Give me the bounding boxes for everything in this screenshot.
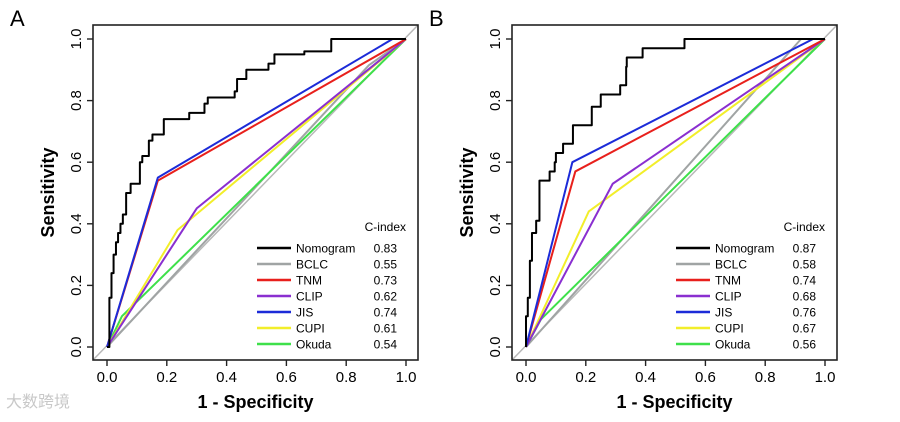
x-tick-label: 0.4 xyxy=(635,369,656,386)
roc-curve-jis xyxy=(106,38,394,348)
roc-curve-okuda xyxy=(525,38,826,348)
legend-cindex: 0.55 xyxy=(374,258,398,272)
legend-cindex: 0.54 xyxy=(374,338,398,352)
legend-title: C-index xyxy=(365,220,406,234)
x-tick-label: 0.6 xyxy=(276,369,297,386)
legend-label: Nomogram xyxy=(715,242,774,256)
roc-curve-cupi xyxy=(106,38,407,348)
legend-cindex: 0.58 xyxy=(793,258,817,272)
legend-label: BCLC xyxy=(715,258,747,272)
legend-label: CUPI xyxy=(296,322,325,336)
y-tick-label: 1.0 xyxy=(487,29,504,50)
legend-label: JIS xyxy=(715,306,732,320)
y-tick-label: 0.6 xyxy=(487,152,504,173)
y-axis-title: Sensitivity xyxy=(457,147,477,237)
legend-label: CUPI xyxy=(715,322,744,336)
legend: C-index Nomogram 0.83 BCLC 0.55 TNM 0.73 CLIP 0.… xyxy=(257,220,406,352)
watermark: 大数跨境 xyxy=(6,392,71,411)
legend-cindex: 0.87 xyxy=(793,242,817,256)
panel-label: B xyxy=(429,6,444,31)
x-axis-title: 1 - Specificity xyxy=(616,392,732,412)
y-tick-label: 0.8 xyxy=(68,90,85,111)
legend-cindex: 0.68 xyxy=(793,290,817,304)
legend-cindex: 0.74 xyxy=(374,306,398,320)
roc-curve-jis xyxy=(525,38,814,348)
legend-cindex: 0.62 xyxy=(374,290,398,304)
legend-cindex: 0.74 xyxy=(793,274,817,288)
legend-label: Okuda xyxy=(715,338,751,352)
y-tick-label: 1.0 xyxy=(68,29,85,50)
x-tick-label: 1.0 xyxy=(396,369,417,386)
x-tick-label: 1.0 xyxy=(815,369,836,386)
y-tick-label: 0.2 xyxy=(487,275,504,296)
legend-label: CLIP xyxy=(296,290,323,304)
roc-curve-tnm xyxy=(106,38,407,348)
roc-panel-a: A 0.0 0.2 0.4 0.6 0.8 1.0 0.0 0.2 0.4 0.6 0.8 1.0 1 -… xyxy=(10,6,419,412)
roc-curve-nomogram xyxy=(525,38,825,347)
panel-label: A xyxy=(10,6,25,31)
legend-label: JIS xyxy=(296,306,313,320)
legend-title: C-index xyxy=(784,220,825,234)
roc-panel-b: B 0.0 0.2 0.4 0.6 0.8 1.0 0.0 0.2 0.4 0.6 0.8 1.0 1 -… xyxy=(429,6,838,412)
y-tick-label: 0.4 xyxy=(487,213,504,234)
y-tick-label: 0.8 xyxy=(487,90,504,111)
x-tick-label: 0.2 xyxy=(575,369,596,386)
x-tick-label: 0.8 xyxy=(755,369,776,386)
roc-curve-bclc xyxy=(106,38,407,348)
roc-curve-cupi xyxy=(525,38,826,348)
legend-label: Okuda xyxy=(296,338,332,352)
roc-curve-nomogram xyxy=(107,38,406,348)
x-tick-label: 0.0 xyxy=(516,369,537,386)
legend-cindex: 0.76 xyxy=(793,306,817,320)
y-tick-label: 0.6 xyxy=(68,152,85,173)
legend-cindex: 0.73 xyxy=(374,274,398,288)
x-tick-label: 0.4 xyxy=(216,369,237,386)
legend-cindex: 0.67 xyxy=(793,322,817,336)
x-tick-label: 0.6 xyxy=(695,369,716,386)
roc-curve-bclc xyxy=(525,38,825,348)
x-tick-label: 0.8 xyxy=(336,369,357,386)
roc-curve-clip xyxy=(106,38,407,348)
legend-label: CLIP xyxy=(715,290,742,304)
y-axis-title: Sensitivity xyxy=(38,147,58,237)
y-tick-label: 0.4 xyxy=(68,213,85,234)
roc-curve-tnm xyxy=(525,38,826,348)
x-tick-label: 0.2 xyxy=(156,369,177,386)
legend-label: Nomogram xyxy=(296,242,355,256)
roc-curve-clip xyxy=(525,38,826,348)
legend-label: TNM xyxy=(296,274,322,288)
legend-cindex: 0.61 xyxy=(374,322,398,336)
legend: C-index Nomogram 0.87 BCLC 0.58 TNM 0.74 CLIP 0.… xyxy=(676,220,825,352)
legend-label: TNM xyxy=(715,274,741,288)
roc-curve-okuda xyxy=(106,38,407,348)
legend-cindex: 0.56 xyxy=(793,338,817,352)
x-axis-title: 1 - Specificity xyxy=(197,392,313,412)
plot-frame xyxy=(92,24,419,361)
y-tick-label: 0.0 xyxy=(487,337,504,358)
plot-frame xyxy=(511,24,838,361)
x-tick-label: 0.0 xyxy=(97,369,118,386)
legend-label: BCLC xyxy=(296,258,328,272)
legend-cindex: 0.83 xyxy=(374,242,398,256)
y-tick-label: 0.0 xyxy=(68,337,85,358)
y-tick-label: 0.2 xyxy=(68,275,85,296)
